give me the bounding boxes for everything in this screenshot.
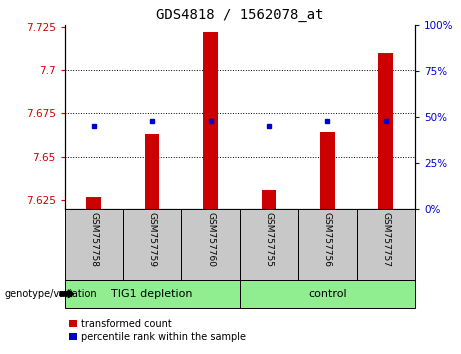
- Text: GSM757760: GSM757760: [206, 212, 215, 267]
- Text: GSM757756: GSM757756: [323, 212, 332, 267]
- Bar: [298, 209, 356, 280]
- Text: genotype/variation: genotype/variation: [5, 289, 97, 299]
- Bar: [240, 280, 415, 308]
- Text: GSM757755: GSM757755: [265, 212, 273, 267]
- Bar: [261, 190, 276, 209]
- Bar: [181, 209, 240, 280]
- Bar: [65, 209, 123, 280]
- Bar: [145, 134, 160, 209]
- Bar: [87, 197, 101, 209]
- Bar: [320, 132, 335, 209]
- Bar: [65, 280, 240, 308]
- Bar: [356, 209, 415, 280]
- Text: GSM757757: GSM757757: [381, 212, 390, 267]
- Bar: [123, 209, 181, 280]
- Bar: [378, 52, 393, 209]
- Text: GSM757758: GSM757758: [89, 212, 98, 267]
- Bar: [240, 209, 298, 280]
- Text: TIG1 depletion: TIG1 depletion: [112, 289, 193, 299]
- Text: control: control: [308, 289, 347, 299]
- Text: GSM757759: GSM757759: [148, 212, 157, 267]
- Legend: transformed count, percentile rank within the sample: transformed count, percentile rank withi…: [70, 319, 246, 342]
- Bar: [203, 32, 218, 209]
- Title: GDS4818 / 1562078_at: GDS4818 / 1562078_at: [156, 8, 324, 22]
